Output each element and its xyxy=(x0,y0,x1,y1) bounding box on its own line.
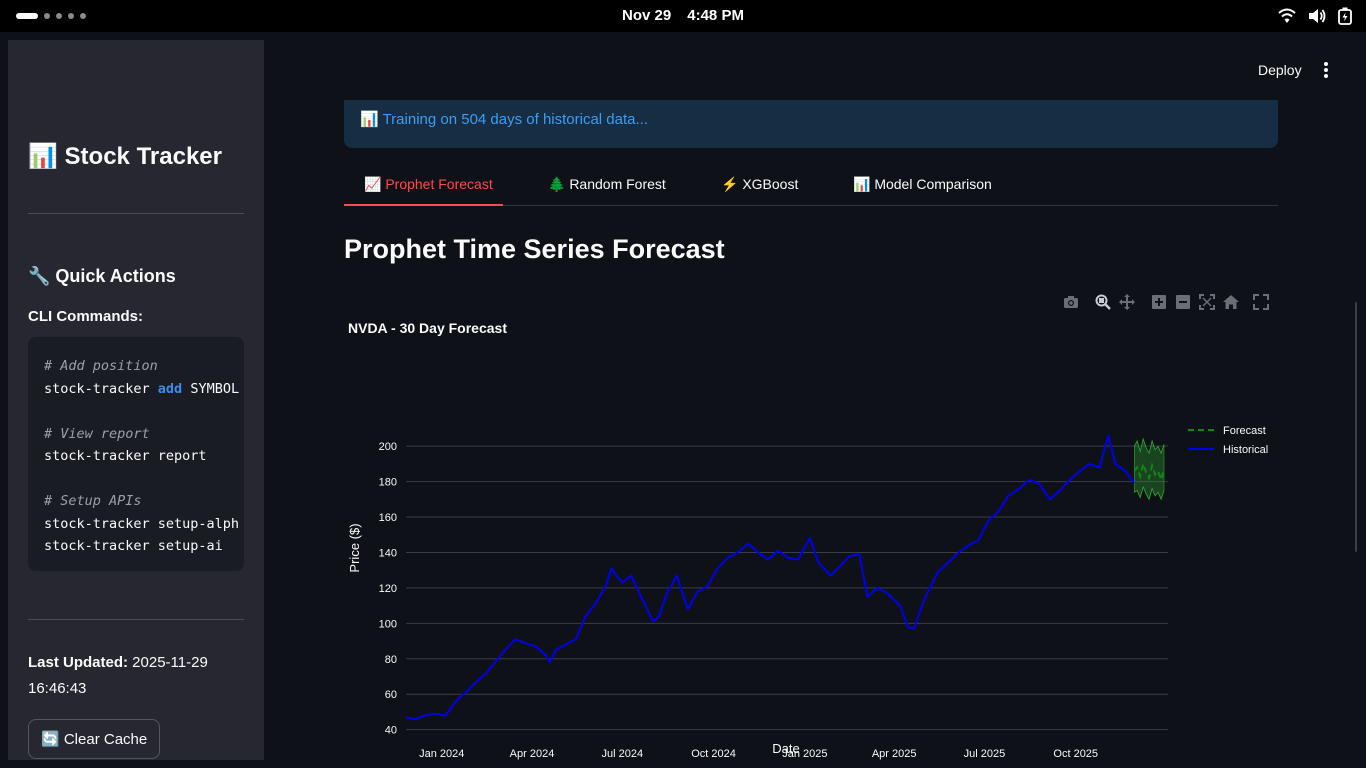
system-top-bar: Nov 29 4:48 PM xyxy=(0,0,1366,32)
system-tray[interactable] xyxy=(1278,7,1352,25)
info-alert: 📊 Training on 504 days of historical dat… xyxy=(344,100,1278,148)
zoom-in-icon[interactable] xyxy=(1150,293,1168,311)
x-tick-label: Apr 2024 xyxy=(510,748,555,760)
tab-xgboost[interactable]: ⚡ XGBoost xyxy=(721,176,799,192)
forecast-series-line xyxy=(1133,460,1165,484)
page-scrollbar[interactable] xyxy=(1355,302,1357,552)
cli-commands-label: CLI Commands: xyxy=(28,308,144,325)
x-tick-label: Jul 2024 xyxy=(602,748,644,760)
legend-forecast-label: Forecast xyxy=(1223,425,1266,437)
y-tick-label: 120 xyxy=(379,583,397,595)
sidebar: 📊 Stock Tracker 🔧 Quick Actions CLI Comm… xyxy=(8,40,264,760)
tab-bar: 📈 Prophet Forecast 🌲 Random Forest ⚡ XGB… xyxy=(344,164,1278,206)
sidebar-title: 📊 Stock Tracker xyxy=(28,143,222,170)
battery-icon xyxy=(1338,7,1352,25)
last-updated: Last Updated: 2025-11-29 16:46:43 xyxy=(28,650,248,702)
code-command: stock-tracker report xyxy=(44,448,207,464)
tab-random-forest[interactable]: 🌲 Random Forest xyxy=(548,176,666,192)
chart-series xyxy=(405,434,1165,721)
section-title: Prophet Time Series Forecast xyxy=(344,234,725,264)
quick-actions-heading: 🔧 Quick Actions xyxy=(28,266,176,286)
y-axis-label: Price ($) xyxy=(347,523,362,572)
code-comment: # Setup APIs xyxy=(44,493,142,509)
divider xyxy=(28,213,244,214)
y-axis-ticks: 40 60 80 100 120 140 160 180 200 xyxy=(379,441,397,737)
autoscale-icon[interactable] xyxy=(1198,293,1216,311)
y-tick-label: 40 xyxy=(385,725,397,737)
info-message: 📊 Training on 504 days of historical dat… xyxy=(360,111,649,128)
legend-historical-label: Historical xyxy=(1223,444,1268,456)
y-tick-label: 200 xyxy=(379,441,397,453)
x-axis-ticks: Jan 2024 Apr 2024 Jul 2024 Oct 2024 Jan 2025… xyxy=(419,748,1098,760)
chart-legend[interactable]: Forecast Historical xyxy=(1188,425,1268,456)
tab-model-comparison[interactable]: 📊 Model Comparison xyxy=(853,176,992,192)
fullscreen-icon[interactable] xyxy=(1252,293,1270,311)
tab-prophet-forecast[interactable]: 📈 Prophet Forecast xyxy=(364,176,493,192)
clock-time: 4:48 PM xyxy=(687,7,744,24)
workspace-indicator[interactable] xyxy=(16,13,86,19)
code-command: stock-tracker setup-alph xyxy=(44,515,240,532)
code-comment: # View report xyxy=(44,425,150,442)
x-tick-label: Apr 2025 xyxy=(872,748,917,760)
chart-svg: NVDA - 30 Day Forecast 40 60 80 100 120 140 16… xyxy=(347,320,1268,760)
wifi-icon xyxy=(1278,8,1296,23)
divider xyxy=(28,619,244,620)
x-tick-label: Jan 2024 xyxy=(419,748,464,760)
zoom-out-icon[interactable] xyxy=(1174,293,1192,311)
forecast-band-area xyxy=(1133,438,1165,501)
y-tick-label: 100 xyxy=(379,618,397,630)
clear-cache-button[interactable]: 🔄 Clear Cache xyxy=(28,719,161,759)
x-tick-label: Jan 2025 xyxy=(782,748,827,760)
code-argument: SYMBOL xyxy=(182,380,240,397)
x-tick-label: Oct 2025 xyxy=(1053,748,1098,760)
code-command: stock-tracker xyxy=(44,380,158,397)
y-tick-label: 60 xyxy=(385,689,397,701)
code-keyword: add xyxy=(157,380,183,397)
forecast-upper-bound xyxy=(1133,437,1165,455)
cli-code-block[interactable]: # Add position stock-tracker add SYMBOL … xyxy=(28,337,244,571)
main-menu-icon[interactable] xyxy=(1318,62,1334,78)
zoom-icon[interactable] xyxy=(1094,293,1112,311)
last-updated-label: Last Updated: xyxy=(28,654,129,671)
clock-date: Nov 29 xyxy=(622,7,672,24)
last-updated-value: 2025-11-29 16:46:43 xyxy=(28,654,208,697)
camera-icon[interactable] xyxy=(1062,293,1080,311)
y-tick-label: 140 xyxy=(379,547,397,559)
volume-icon xyxy=(1309,9,1326,23)
x-tick-label: Oct 2024 xyxy=(691,748,736,760)
chart-title: NVDA - 30 Day Forecast xyxy=(348,320,507,336)
forecast-band xyxy=(1133,437,1165,501)
x-tick-label: Jul 2025 xyxy=(964,748,1006,760)
y-tick-label: 160 xyxy=(379,512,397,524)
forecast-lower-bound xyxy=(1134,485,1165,501)
system-clock[interactable]: Nov 29 4:48 PM xyxy=(0,7,1366,24)
streamlit-app: 📊 Stock Tracker 🔧 Quick Actions CLI Comm… xyxy=(0,32,1366,768)
code-comment: # Add position xyxy=(44,358,158,374)
code-content: # Add position stock-tracker add SYMBOL … xyxy=(44,355,239,558)
deploy-button[interactable]: Deploy xyxy=(1258,62,1302,78)
chart-modebar xyxy=(1062,293,1278,311)
x-axis-label: Date xyxy=(772,741,799,756)
chart-gridlines xyxy=(406,445,1168,731)
code-command: stock-tracker setup-ai xyxy=(44,538,223,554)
home-icon[interactable] xyxy=(1222,293,1240,311)
y-tick-label: 80 xyxy=(385,654,397,666)
pan-icon[interactable] xyxy=(1118,293,1136,311)
active-tab-indicator xyxy=(344,204,503,206)
forecast-chart[interactable]: NVDA - 30 Day Forecast 40 60 80 100 120 140 16… xyxy=(344,310,1278,760)
historical-series-line xyxy=(405,434,1136,721)
y-tick-label: 180 xyxy=(379,477,397,489)
